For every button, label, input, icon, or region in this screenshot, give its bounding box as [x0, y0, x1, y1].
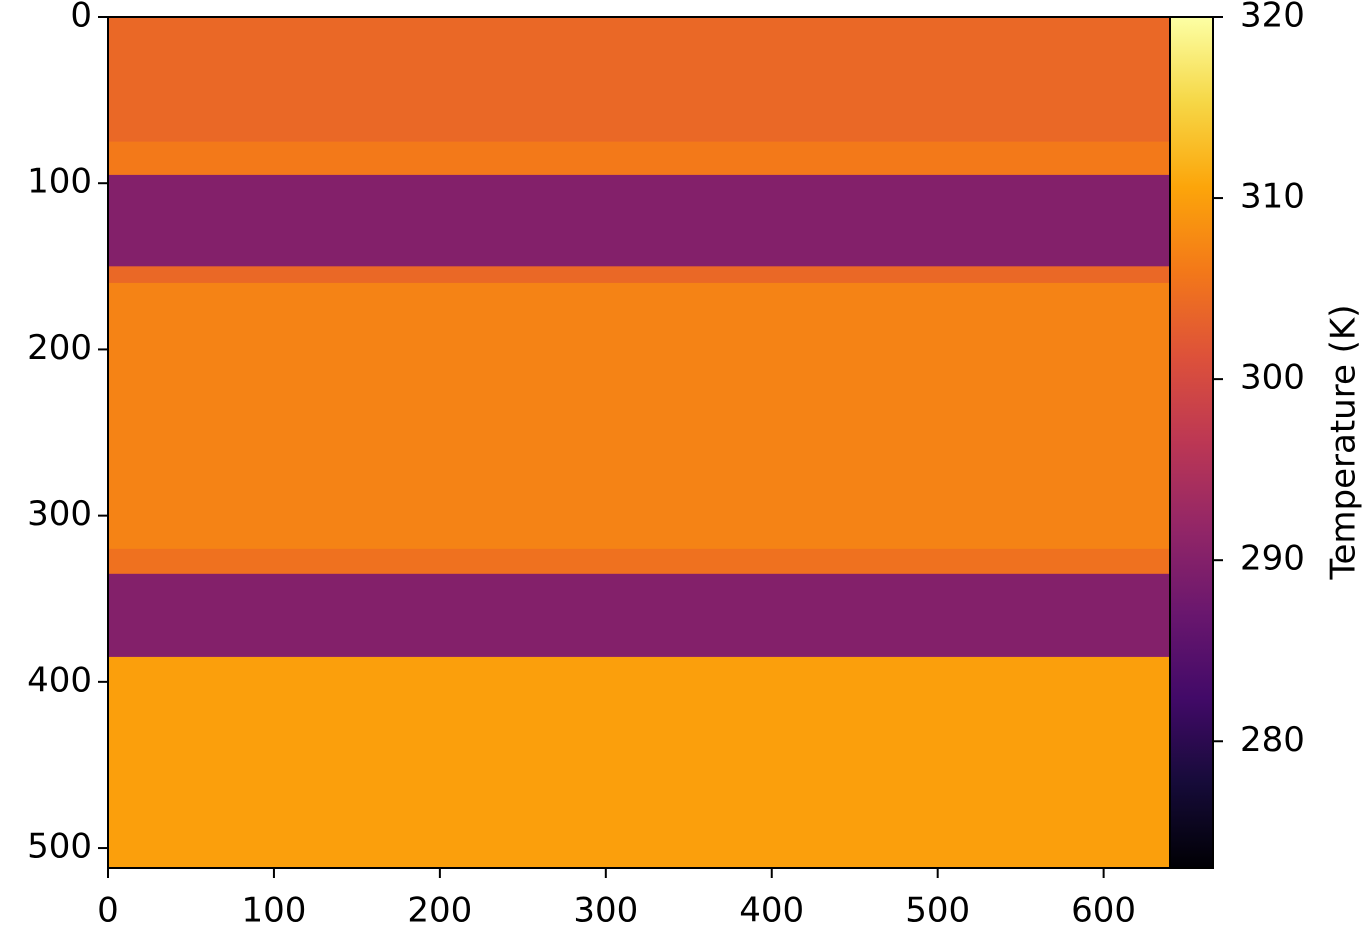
image-band: [108, 175, 1170, 267]
colorbar: [1170, 17, 1213, 868]
image-band: [108, 549, 1170, 574]
colorbar-tick-label: 310: [1240, 177, 1305, 217]
image-band: [108, 574, 1170, 658]
image-band: [108, 142, 1170, 176]
x-tick-label: 400: [739, 891, 804, 930]
x-tick-label: 600: [1071, 891, 1136, 930]
colorbar-tick-label: 290: [1240, 539, 1305, 579]
image-band: [108, 17, 1170, 142]
y-tick-label: 300: [27, 494, 92, 534]
y-tick-label: 0: [70, 0, 92, 36]
chart: Temperature (K) 0 100 200 300 400 500 600 0 100 2…: [0, 0, 1363, 930]
x-tick-label: 300: [573, 891, 638, 930]
colorbar-tick-label: 320: [1240, 0, 1305, 36]
colorbar-label: Temperature (K): [1324, 304, 1363, 580]
colorbar-tick-label: 300: [1240, 358, 1305, 398]
x-tick-label: 500: [905, 891, 970, 930]
x-tick-label: 200: [407, 891, 472, 930]
x-tick-label: 0: [97, 891, 119, 930]
image-band: [108, 283, 1170, 549]
image-band: [108, 657, 1170, 869]
image: [108, 17, 1170, 869]
image-band: [108, 266, 1170, 283]
colorbar-tick-label: 280: [1240, 720, 1305, 760]
y-tick-label: 200: [27, 328, 92, 368]
y-tick-label: 100: [27, 162, 92, 202]
y-tick-label: 500: [27, 827, 92, 867]
y-tick-label: 400: [27, 660, 92, 700]
x-tick-label: 100: [241, 891, 306, 930]
